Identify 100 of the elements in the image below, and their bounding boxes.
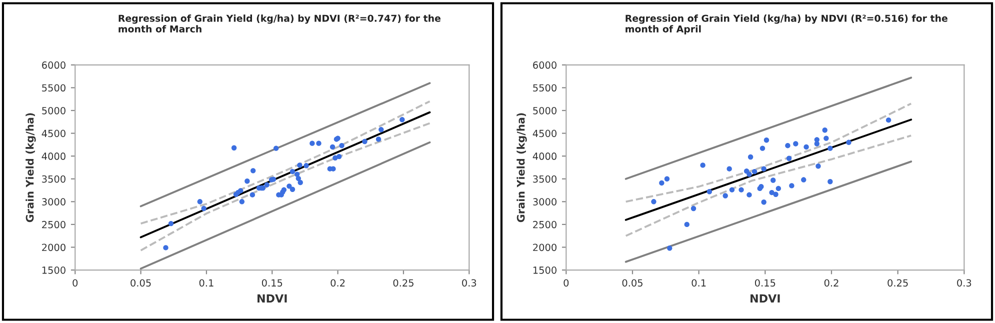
point [290,186,296,192]
point [244,178,250,184]
y-tick-label: 2000 [42,244,66,252]
x-axis-title: NDVI [750,294,780,302]
y-tick-label: 3000 [42,198,66,206]
point [816,164,821,169]
point [336,154,342,160]
point [316,140,322,146]
point [822,128,828,133]
y-tick-label: 4500 [532,130,556,138]
y-tick-label: 5500 [42,84,66,92]
point [376,136,382,142]
point [748,154,754,160]
point [250,192,256,198]
point [667,246,672,251]
y-tick-label: 6000 [533,61,556,69]
point [197,199,202,204]
point [684,222,690,228]
point [776,186,782,192]
x-axis-title: NDVI [258,294,287,302]
x-tick-label: 0.25 [393,279,414,287]
point [706,189,712,194]
point [286,184,292,189]
point [264,182,270,188]
point [824,136,829,141]
point [304,163,309,168]
x-tick-label: 0 [564,279,569,287]
y-tick-label: 5000 [42,106,66,114]
point [700,162,706,168]
x-tick-label: 0.2 [330,279,345,287]
chart-title: Regression of Grain Yield (kg/ha) by NDVI (R²=0.516) for the month of April [626,14,948,34]
point [769,190,774,196]
point [804,144,809,150]
point [290,168,296,174]
y-tick-label: 4000 [42,152,66,160]
point [310,140,315,146]
point [886,117,892,123]
point [746,192,752,198]
point [786,156,792,161]
x-tick-label: 0.3 [462,279,476,287]
y-tick-label: 2000 [533,244,556,252]
x-tick-label: 0.15 [754,279,776,287]
point [828,146,833,151]
y-tick-label: 2500 [42,220,66,228]
point [690,206,696,212]
y-tick-label: 6000 [42,61,66,69]
point [729,187,735,192]
point [239,199,245,204]
y-tick-label: 3500 [42,175,66,183]
point [231,145,237,150]
point [339,143,344,148]
point [746,172,752,177]
point [801,177,806,182]
x-tick-label: 0.25 [888,279,908,287]
x-tick-label: 0.05 [622,279,642,287]
x-tick-label: 0 [72,279,78,287]
point [752,168,758,174]
point [764,138,770,143]
point [651,199,656,204]
point [773,192,778,197]
y-tick-label: 1500 [533,266,556,274]
point [789,183,794,188]
point [814,141,820,146]
chart-title: Regression of Grain Yield (kg/ha) by NDVI (R²=0.747) for the month of March [118,14,440,32]
x-tick-label: 0.1 [199,279,214,287]
point [296,176,301,182]
point [761,200,766,205]
point [846,140,852,146]
point [785,143,790,148]
point [760,146,766,151]
point [273,146,279,151]
y-tick-label: 1500 [42,266,66,274]
point [330,144,336,150]
point [362,138,368,144]
point [281,187,287,192]
line-series [140,122,431,252]
point [400,117,405,122]
point [201,206,206,212]
y-tick-label: 3000 [533,198,556,206]
point [659,180,664,186]
point [726,166,732,172]
point [378,127,384,132]
point [770,178,776,183]
point [761,166,766,172]
point [738,187,744,192]
line-series [624,102,912,203]
y-axis-title: Grain Yield (kg/ha) [26,113,36,222]
point [793,141,798,146]
y-tick-label: 3500 [533,175,556,183]
y-tick-label: 4000 [532,152,556,160]
line-series [624,134,912,237]
point [250,168,256,174]
point [238,188,244,194]
point [298,180,303,186]
x-tick-label: 0.15 [262,279,282,287]
x-tick-label: 0.05 [130,279,151,287]
line-series [140,100,431,225]
y-axis-title: Grain Yield (kg/ha) [516,113,527,222]
y-tick-label: 4500 [42,130,66,138]
x-tick-label: 0.1 [692,279,706,287]
